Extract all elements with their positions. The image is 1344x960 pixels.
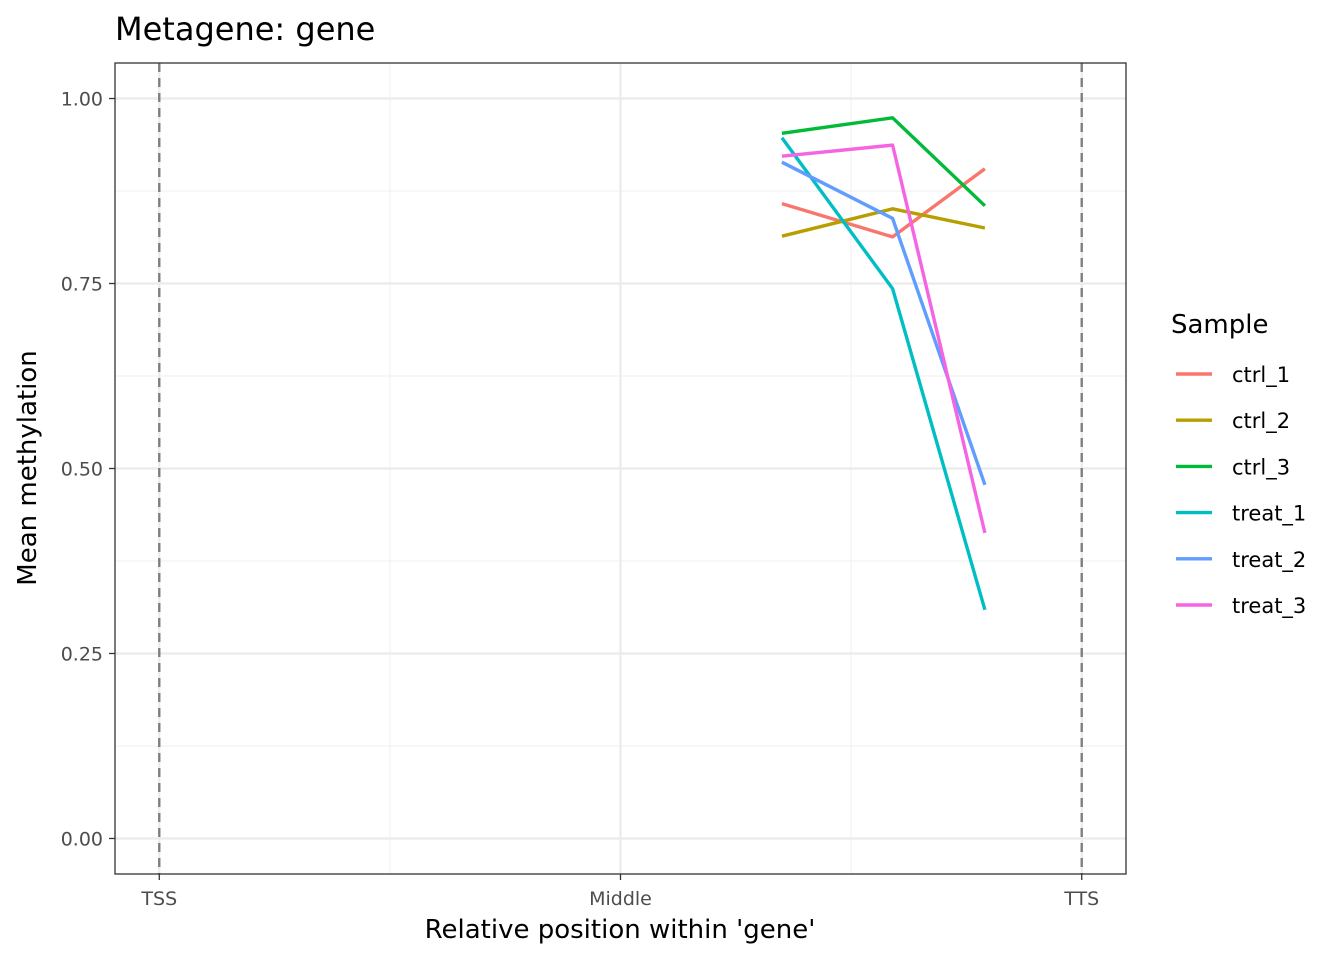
y-tick-label: 0.00	[61, 828, 103, 850]
series-line-treat-1	[780, 136, 987, 611]
series-line-ctrl-1	[781, 167, 986, 239]
y-tick-label: 1.00	[61, 89, 103, 111]
x-axis: TSS Middle TTS	[140, 874, 1099, 910]
legend-label-treat-1: treat_1	[1232, 502, 1306, 527]
y-axis: 0.00 0.25 0.50 0.75 1.00	[61, 89, 115, 850]
legend-label-ctrl-1: ctrl_1	[1232, 363, 1290, 388]
x-axis-title: Relative position within 'gene'	[425, 915, 816, 945]
y-tick-label: 0.75	[61, 274, 103, 296]
reference-lines	[158, 63, 1083, 874]
legend-label-treat-2: treat_2	[1232, 548, 1306, 573]
legend-label-ctrl-3: ctrl_3	[1232, 455, 1290, 480]
y-tick-label: 0.25	[61, 643, 103, 665]
grid-layer	[115, 63, 1126, 874]
x-tick-label: TTS	[1063, 888, 1099, 910]
series-line-treat-3	[781, 143, 987, 534]
series-line-ctrl-2	[781, 207, 986, 238]
legend-title: Sample	[1171, 310, 1269, 340]
legend-label-ctrl-2: ctrl_2	[1232, 409, 1290, 434]
series-layer	[780, 116, 987, 611]
x-tick-label: TSS	[140, 888, 177, 910]
legend-label-treat-3: treat_3	[1232, 594, 1306, 619]
series-line-treat-2	[781, 160, 987, 486]
chart-title: Metagene: gene	[115, 10, 375, 48]
x-tick-label: Middle	[589, 888, 652, 910]
series-line-ctrl-3	[781, 116, 987, 208]
legend-items: ctrl_1 ctrl_2 ctrl_3 treat_1 treat_2 treat_3	[1176, 363, 1306, 619]
y-axis-title: Mean methylation	[13, 350, 43, 585]
y-tick-label: 0.50	[61, 459, 103, 481]
legend: Sample ctrl_1 ctrl_2 ctrl_3 treat_1 treat_2t…	[1171, 310, 1306, 619]
